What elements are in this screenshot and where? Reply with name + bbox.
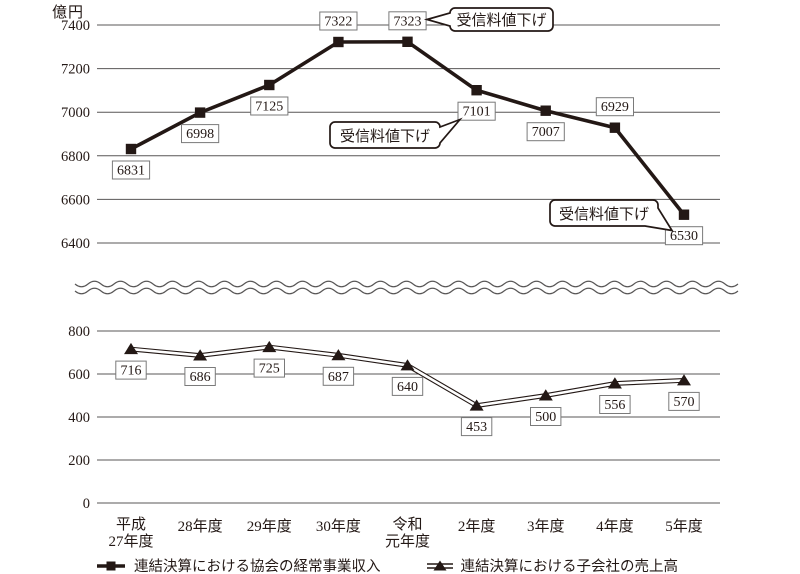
data-point-marker-square — [402, 36, 413, 47]
data-label: 6530 — [670, 229, 698, 244]
data-point-marker-triangle — [331, 349, 346, 361]
data-label-box — [319, 11, 358, 31]
data-label-box — [181, 124, 220, 144]
data-label-box — [391, 376, 424, 396]
data-label-box — [115, 360, 147, 380]
data-label-box — [530, 407, 562, 426]
legend-label-association-income: 連結決算における協会の経常事業収入 — [134, 559, 381, 574]
y-tick-label: 7400 — [61, 18, 90, 34]
callout-bubble — [423, 7, 554, 32]
data-label: 6929 — [601, 100, 629, 115]
data-label-box — [253, 358, 286, 378]
data-point-marker-square — [333, 36, 344, 48]
callout-bubble — [549, 199, 674, 232]
y-tick-label: 400 — [68, 410, 90, 426]
triangle-line-marker-icon — [426, 560, 453, 570]
data-label: 725 — [259, 362, 280, 377]
legend-item-association-income: 連結決算における協会の経常事業収入 — [96, 555, 381, 574]
y-tick-label: 0 — [83, 496, 90, 512]
axis-break-wave — [74, 280, 739, 288]
data-label: 686 — [190, 370, 211, 385]
x-tick-label: 30年度 — [316, 518, 361, 535]
callout-bubble — [329, 117, 463, 149]
y-tick-label: 600 — [68, 367, 90, 383]
data-label: 6831 — [117, 164, 145, 179]
x-tick-label: 5年度 — [665, 518, 703, 535]
x-tick-label: 平成 27年度 — [108, 516, 153, 550]
y-tick-label: 7000 — [61, 105, 90, 121]
data-label-box — [460, 417, 493, 437]
data-label-box — [184, 367, 216, 386]
data-point-marker-triangle — [538, 389, 553, 401]
data-label: 7101 — [463, 105, 491, 120]
y-tick-label: 6800 — [61, 149, 90, 165]
square-line-marker-icon — [97, 561, 125, 570]
data-point-marker-square — [471, 85, 482, 96]
y-tick-label: 200 — [68, 453, 90, 469]
data-label-box — [457, 101, 496, 121]
legend: 連結決算における協会の経常事業収入 連結決算における子会社の売上高 — [96, 555, 678, 574]
y-tick-label: 7200 — [61, 62, 90, 78]
data-label: 453 — [466, 420, 487, 435]
data-point-marker-square — [125, 143, 137, 155]
data-point-marker-square — [678, 209, 690, 220]
data-label: 570 — [674, 395, 695, 410]
data-point-marker-triangle — [262, 340, 277, 353]
data-label: 7125 — [255, 100, 283, 115]
x-tick-label: 令和元年度 — [385, 516, 430, 550]
data-point-marker-triangle — [400, 359, 415, 371]
legend-label-subsidiary-sales: 連結決算における子会社の売上高 — [460, 559, 679, 574]
data-point-marker-triangle — [193, 349, 208, 361]
data-label-box — [250, 96, 289, 116]
data-label-box — [526, 122, 565, 142]
data-label: 640 — [397, 380, 418, 395]
data-label: 6998 — [186, 127, 214, 142]
data-label-box — [111, 160, 151, 180]
data-label-box — [668, 391, 700, 411]
data-point-marker-square — [609, 122, 621, 133]
data-label: 7322 — [324, 15, 352, 30]
data-label-box — [322, 366, 355, 386]
y-tick-label: 800 — [68, 324, 90, 340]
callout-text: 受信料値下げ — [559, 206, 649, 223]
y-axis-unit-label: 億円 — [52, 5, 85, 21]
data-label: 716 — [121, 364, 142, 379]
legend-item-subsidiary-sales: 連結決算における子会社の売上高 — [426, 555, 679, 574]
data-point-marker-triangle — [124, 342, 138, 355]
y-tick-label: 6600 — [61, 192, 90, 208]
callout-text: 受信料値下げ — [456, 12, 546, 29]
data-label: 556 — [604, 398, 625, 413]
x-tick-label: 4年度 — [596, 518, 634, 535]
data-label: 7323 — [394, 14, 422, 29]
x-tick-label: 29年度 — [247, 518, 292, 535]
data-label-box — [664, 226, 704, 246]
data-point-marker-square — [540, 105, 551, 116]
data-point-marker-triangle — [469, 399, 484, 411]
data-label: 687 — [328, 370, 349, 385]
x-tick-label: 3年度 — [527, 518, 565, 535]
data-point-marker-square — [194, 107, 206, 118]
callout-text: 受信料値下げ — [340, 128, 430, 145]
y-tick-label: 6400 — [61, 236, 90, 252]
data-label-box — [388, 11, 427, 31]
x-tick-label: 28年度 — [178, 518, 223, 535]
data-label: 500 — [535, 410, 556, 425]
data-label-box — [595, 97, 634, 117]
data-label: 7007 — [532, 125, 560, 140]
data-label-box — [599, 395, 631, 414]
axis-break-wave — [74, 287, 739, 295]
x-tick-label: 2年度 — [458, 518, 496, 535]
data-point-marker-square — [264, 79, 275, 91]
data-point-marker-triangle — [607, 377, 622, 389]
data-point-marker-triangle — [677, 374, 691, 386]
